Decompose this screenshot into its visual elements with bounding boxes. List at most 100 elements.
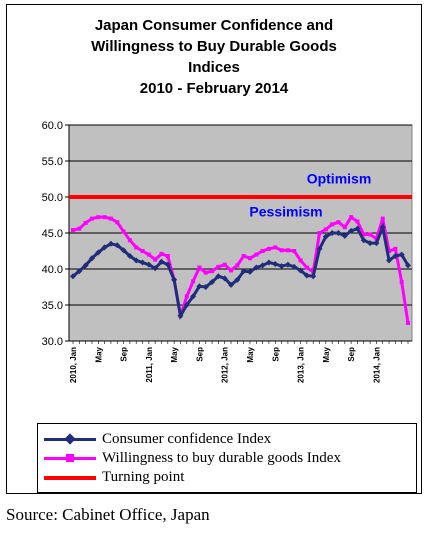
willingness-point bbox=[203, 270, 208, 275]
consumer-confidence-point bbox=[316, 245, 323, 252]
x-tick-label: May bbox=[170, 346, 179, 362]
consumer-confidence-point bbox=[259, 262, 266, 269]
willingness-point bbox=[140, 249, 145, 253]
x-tick-label: May bbox=[94, 346, 103, 362]
consumer-confidence-point bbox=[265, 259, 272, 266]
willingness-point bbox=[184, 294, 189, 299]
legend-item-consumer-confidence: Consumer confidence Index bbox=[44, 430, 271, 448]
legend-label: Turning point bbox=[102, 468, 185, 485]
willingness-point bbox=[210, 269, 215, 274]
consumer-confidence-point bbox=[379, 224, 386, 231]
willingness-point bbox=[71, 228, 75, 233]
consumer-confidence-point bbox=[278, 263, 285, 270]
x-tick-label: 2013, Jan bbox=[297, 347, 306, 383]
consumer-confidence-point bbox=[82, 262, 89, 269]
consumer-confidence-point bbox=[386, 257, 393, 264]
consumer-confidence-point bbox=[405, 262, 411, 269]
willingness-point bbox=[134, 245, 139, 250]
line-chart: 60.0 55.0 50.0 45.0 40.0 35.0 30.0 2010, Jan May… bbox=[42, 120, 413, 383]
willingness-point bbox=[285, 248, 290, 253]
willingness-point bbox=[229, 268, 234, 273]
x-tick-label: Sep bbox=[120, 347, 129, 362]
willingness-point bbox=[387, 249, 392, 253]
willingness-point bbox=[292, 249, 297, 253]
consumer-confidence-point bbox=[196, 283, 203, 290]
source-note: Source: Cabinet Office, Japan bbox=[6, 505, 210, 524]
willingness-point bbox=[406, 321, 410, 325]
consumer-confidence-point bbox=[171, 276, 178, 283]
annotation-pessimism: Pessimism bbox=[249, 203, 322, 219]
willingness-point bbox=[241, 254, 246, 259]
legend-item-turning-point: Turning point bbox=[44, 468, 184, 486]
x-tick-label: Sep bbox=[271, 347, 280, 362]
consumer-confidence-point bbox=[76, 268, 83, 275]
willingness-point bbox=[374, 236, 379, 241]
y-tick-label: 50.0 bbox=[42, 192, 63, 204]
consumer-confidence-point bbox=[152, 265, 159, 272]
consumer-confidence-point bbox=[164, 261, 171, 268]
consumer-confidence-point bbox=[133, 257, 140, 264]
legend-item-willingness: Willingness to buy durable goods Index bbox=[44, 449, 341, 467]
consumer-confidence-point bbox=[107, 240, 114, 247]
consumer-confidence-point bbox=[348, 227, 355, 234]
willingness-point bbox=[102, 215, 107, 220]
x-tick-label: Sep bbox=[347, 347, 356, 362]
x-tick-label: 2012, Jan bbox=[221, 347, 230, 383]
willingness-point bbox=[260, 249, 265, 253]
consumer-confidence-point bbox=[297, 267, 304, 274]
consumer-confidence-point bbox=[234, 276, 241, 283]
consumer-confidence-point bbox=[101, 244, 108, 251]
x-tick-label: May bbox=[322, 346, 331, 362]
willingness-point bbox=[108, 216, 113, 221]
willingness-point bbox=[222, 262, 227, 267]
consumer-confidence-point bbox=[215, 273, 222, 280]
consumer-confidence-point bbox=[398, 251, 405, 258]
consumer-confidence-point bbox=[373, 240, 380, 247]
willingness-point bbox=[146, 252, 151, 257]
y-tick-label: 35.0 bbox=[42, 300, 63, 312]
consumer-confidence-point bbox=[183, 302, 190, 308]
willingness-point bbox=[355, 219, 360, 224]
y-tick-label: 30.0 bbox=[42, 336, 63, 348]
willingness-point bbox=[298, 258, 303, 263]
consumer-confidence-point bbox=[341, 232, 348, 239]
consumer-confidence-point bbox=[272, 260, 279, 267]
consumer-confidence-point bbox=[360, 237, 367, 244]
consumer-confidence-point bbox=[329, 230, 336, 236]
consumer-confidence-point bbox=[145, 261, 152, 268]
y-tick-label: 55.0 bbox=[42, 156, 63, 168]
willingness-point bbox=[165, 254, 170, 259]
willingness-point bbox=[197, 265, 202, 270]
chart-title: Japan Consumer Confidence and Willingnes… bbox=[7, 15, 421, 99]
willingness-point bbox=[399, 279, 404, 284]
consumer-confidence-point bbox=[228, 281, 235, 288]
willingness-point bbox=[83, 220, 88, 225]
chart-title-line-1: Japan Consumer Confidence and bbox=[94, 17, 334, 34]
consumer-confidence-point bbox=[88, 255, 95, 262]
willingness-point bbox=[77, 226, 82, 231]
consumer-confidence-point bbox=[177, 312, 184, 319]
willingness-point bbox=[89, 216, 94, 221]
willingness-point bbox=[115, 220, 120, 225]
consumer-confidence-point bbox=[322, 233, 329, 240]
consumer-confidence-point bbox=[126, 253, 133, 260]
chart-frame: Japan Consumer Confidence and Willingnes… bbox=[6, 4, 422, 494]
legend-swatch-turning-point bbox=[44, 468, 96, 486]
willingness-point bbox=[342, 225, 347, 230]
willingness-point bbox=[336, 220, 341, 225]
consumer-confidence-point bbox=[354, 225, 361, 232]
consumer-confidence-point bbox=[392, 253, 399, 260]
x-tick-label: 2011, Jan bbox=[145, 347, 154, 383]
consumer-confidence-point bbox=[291, 263, 298, 270]
legend-swatch-willingness bbox=[44, 449, 96, 467]
consumer-confidence-point bbox=[240, 268, 247, 275]
consumer-confidence-point bbox=[139, 259, 146, 266]
willingness-point bbox=[368, 232, 373, 237]
consumer-confidence-point bbox=[253, 264, 260, 271]
x-tick-label: 2014, Jan bbox=[372, 347, 381, 383]
willingness-point bbox=[235, 263, 240, 268]
legend-label: Willingness to buy durable goods Index bbox=[102, 449, 341, 466]
consumer-confidence-point bbox=[303, 272, 310, 279]
legend-label: Consumer confidence Index bbox=[102, 430, 272, 447]
consumer-confidence-point bbox=[221, 275, 228, 282]
